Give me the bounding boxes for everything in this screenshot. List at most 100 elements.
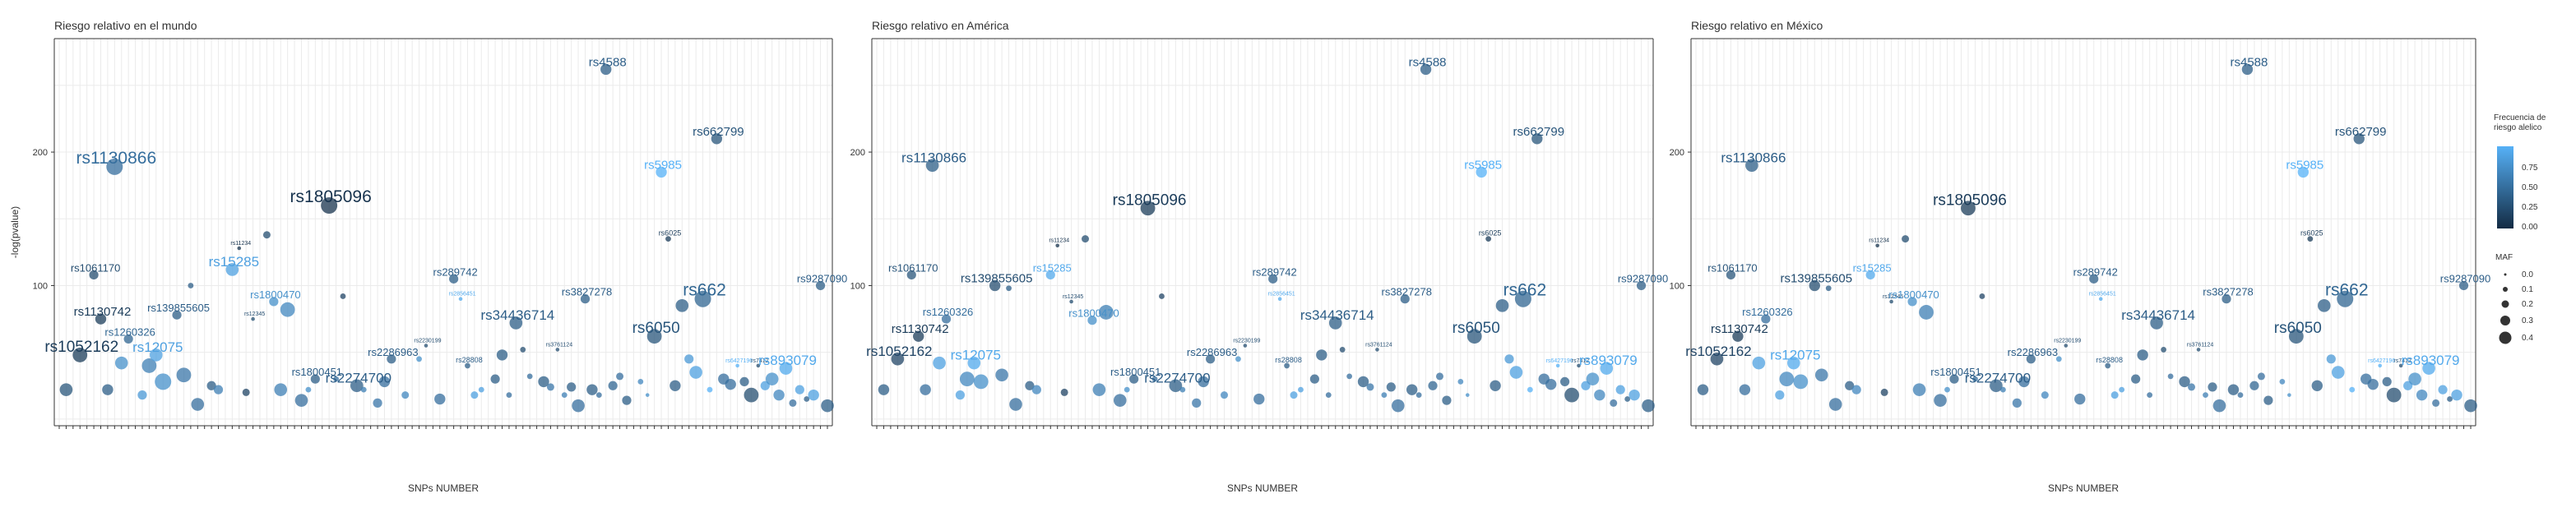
data-point	[1129, 374, 1139, 384]
data-point	[1325, 392, 1332, 399]
data-point	[2161, 347, 2166, 353]
data-point	[378, 376, 391, 388]
point-label: rs1805096	[1113, 191, 1187, 209]
data-point	[2458, 280, 2469, 291]
data-point	[2098, 297, 2103, 302]
point-label: rs11234	[1869, 238, 1889, 244]
data-point	[2041, 391, 2049, 399]
legend-color-tick: 0.75	[2522, 164, 2538, 173]
data-point	[2349, 386, 2356, 393]
data-point	[2026, 354, 2036, 364]
point-label: rs34436714	[1300, 307, 1374, 323]
data-point	[1615, 385, 1625, 394]
data-point	[2386, 387, 2402, 403]
point-label: rs6025	[1479, 229, 1502, 238]
data-point	[269, 297, 279, 307]
point-label: rs5985	[644, 158, 682, 172]
data-point	[2018, 376, 2030, 388]
data-point	[555, 348, 560, 352]
data-point	[274, 383, 288, 396]
data-point	[1206, 354, 1216, 364]
point-label: rs893079	[2402, 353, 2460, 368]
point-label: rs662	[2325, 281, 2369, 300]
point-label: rs1130866	[901, 150, 966, 165]
point-label: rs1260326	[923, 306, 973, 318]
data-point	[1697, 384, 1709, 395]
point-label: rs1805096	[1933, 191, 2007, 209]
data-point	[1457, 379, 1464, 385]
data-point	[1069, 299, 1073, 304]
data-point	[739, 376, 749, 387]
point-label: rs3761124	[1365, 342, 1392, 348]
point-label: rs11234	[1049, 238, 1069, 244]
data-point	[1509, 366, 1523, 379]
data-point	[1527, 386, 1533, 393]
data-point	[1979, 293, 1985, 299]
data-point	[2249, 381, 2259, 390]
point-label: rs6025	[2300, 229, 2323, 238]
data-point	[2208, 382, 2217, 392]
data-point	[114, 356, 128, 370]
data-point	[1192, 398, 1202, 408]
data-point	[707, 386, 713, 393]
data-point	[2353, 133, 2365, 145]
data-point	[95, 313, 107, 325]
data-point	[735, 363, 739, 368]
data-point	[1514, 290, 1531, 307]
data-point	[1442, 395, 1452, 405]
point-label: rs1800470	[250, 288, 300, 301]
point-label: rs1800451	[1110, 366, 1161, 378]
data-point	[123, 334, 133, 344]
data-point	[1531, 133, 1543, 145]
point-label: rs1130866	[1721, 150, 1786, 165]
data-point	[656, 166, 667, 178]
data-point	[689, 366, 702, 379]
y-tick-label: 200	[33, 148, 48, 158]
data-point	[804, 396, 810, 402]
data-point	[1600, 362, 1614, 375]
point-label: rs12345	[1063, 294, 1083, 300]
data-point	[2012, 398, 2022, 408]
data-point	[1990, 379, 2003, 393]
chart-title: Riesgo relativo en América	[872, 19, 1009, 32]
legend-color-title-1: Frecuencia de	[2494, 113, 2546, 122]
data-point	[913, 330, 924, 342]
data-point	[1055, 243, 1060, 248]
data-point	[538, 376, 549, 388]
data-point	[744, 387, 759, 403]
data-point	[616, 372, 624, 381]
point-label: rs139855605	[147, 302, 210, 314]
data-point	[490, 374, 500, 384]
data-point	[2203, 392, 2208, 399]
panel-2: Riesgo relativo en América 100 200 SNPs NUM…	[850, 19, 1669, 494]
data-point	[1490, 380, 1501, 391]
data-point	[1828, 398, 1842, 411]
data-point	[1268, 274, 1278, 284]
data-point	[1775, 390, 1785, 400]
data-point	[2297, 166, 2310, 178]
data-point	[2317, 299, 2331, 312]
point-label: rs11234	[230, 241, 251, 247]
point-label: rs2286963	[368, 346, 418, 358]
data-point	[1391, 399, 1405, 413]
data-point	[520, 347, 526, 353]
data-point	[2055, 356, 2062, 362]
data-point	[1169, 379, 1183, 393]
data-point	[580, 294, 591, 304]
data-point	[1465, 393, 1470, 397]
data-point	[2464, 399, 2477, 413]
data-point	[1779, 371, 1795, 387]
data-point	[665, 236, 671, 242]
data-point	[1961, 201, 1976, 216]
data-point	[2237, 392, 2244, 399]
point-label: rs662799	[693, 125, 744, 139]
data-point	[237, 246, 242, 251]
data-point	[2367, 378, 2379, 390]
legend-color-tick: 0.00	[2522, 223, 2538, 232]
data-point	[333, 376, 339, 382]
legend-size-key	[2504, 273, 2507, 276]
data-point	[1624, 396, 1631, 402]
data-point	[586, 384, 598, 395]
data-point	[242, 388, 250, 396]
point-label: rs3827278	[2203, 286, 2253, 298]
